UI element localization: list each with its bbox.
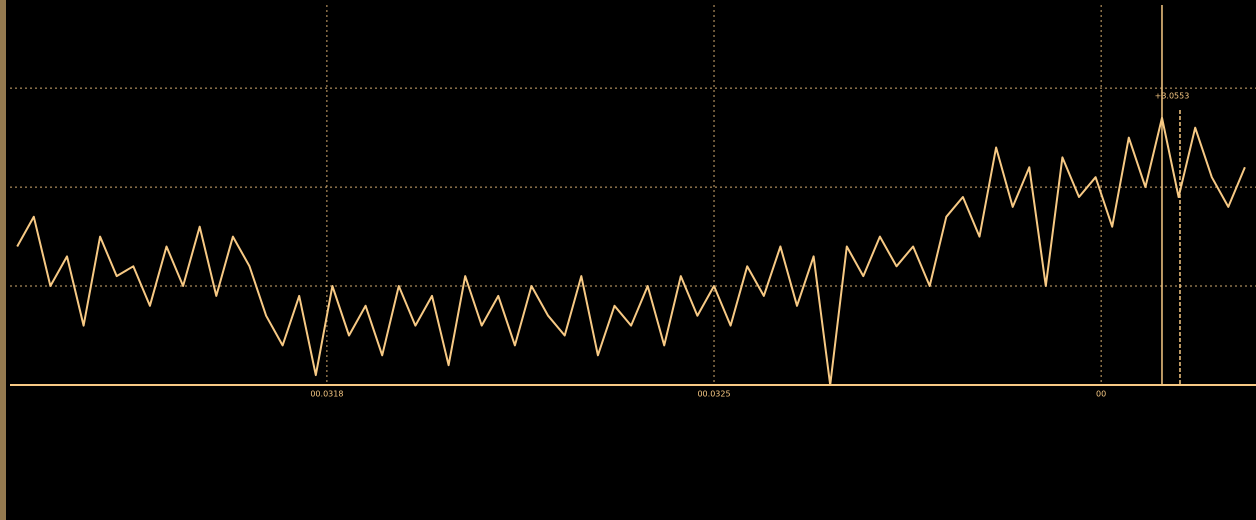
x-tick-label: 00.0325 xyxy=(697,390,730,399)
side-strip xyxy=(0,0,6,520)
x-tick-label: 00.0318 xyxy=(310,390,343,399)
waveform xyxy=(16,116,1246,386)
cursor-label: +3.0553 xyxy=(1155,92,1190,101)
x-tick-label: 00 xyxy=(1096,390,1106,399)
